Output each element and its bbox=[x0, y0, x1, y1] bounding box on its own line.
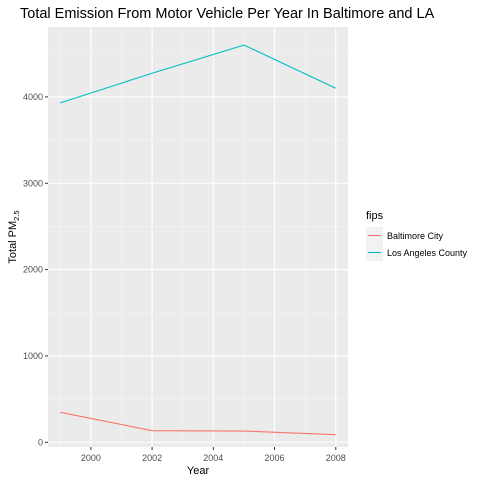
legend-title: fips bbox=[366, 210, 384, 222]
y-tick-label-2000: 2000 bbox=[23, 265, 43, 275]
y-tick-label-1000: 1000 bbox=[23, 351, 43, 361]
y-tick-label-0: 0 bbox=[38, 437, 43, 447]
y-axis-ticks: 0 1000 2000 3000 4000 bbox=[23, 92, 48, 447]
x-tick-label-2000: 2000 bbox=[81, 453, 101, 463]
y-axis-title: Total PM2.5 bbox=[7, 210, 21, 263]
x-tick-label-2008: 2008 bbox=[326, 453, 346, 463]
y-tick-label-3000: 3000 bbox=[23, 178, 43, 188]
x-axis-title: Year bbox=[187, 465, 210, 477]
series-line-0 bbox=[60, 411, 336, 436]
y-axis-title-main: Total PM bbox=[7, 221, 19, 264]
x-axis-ticks: 2000 2002 2004 2006 2008 bbox=[81, 447, 346, 463]
series-lines bbox=[60, 44, 336, 436]
x-tick-label-2006: 2006 bbox=[265, 453, 285, 463]
series-line-1 bbox=[60, 44, 336, 104]
grid-major bbox=[48, 27, 348, 447]
legend-label-0: Baltimore City bbox=[387, 231, 444, 241]
plot-panel bbox=[48, 27, 348, 447]
x-tick-label-2002: 2002 bbox=[142, 453, 162, 463]
y-tick-label-4000: 4000 bbox=[23, 92, 43, 102]
x-tick-label-2004: 2004 bbox=[203, 453, 223, 463]
chart-title: Total Emission From Motor Vehicle Per Ye… bbox=[20, 6, 435, 22]
legend-label-1: Los Angeles County bbox=[387, 248, 468, 258]
legend: Baltimore City Los Angeles County bbox=[366, 227, 468, 261]
y-axis-title-subscript: 2.5 bbox=[12, 210, 21, 220]
